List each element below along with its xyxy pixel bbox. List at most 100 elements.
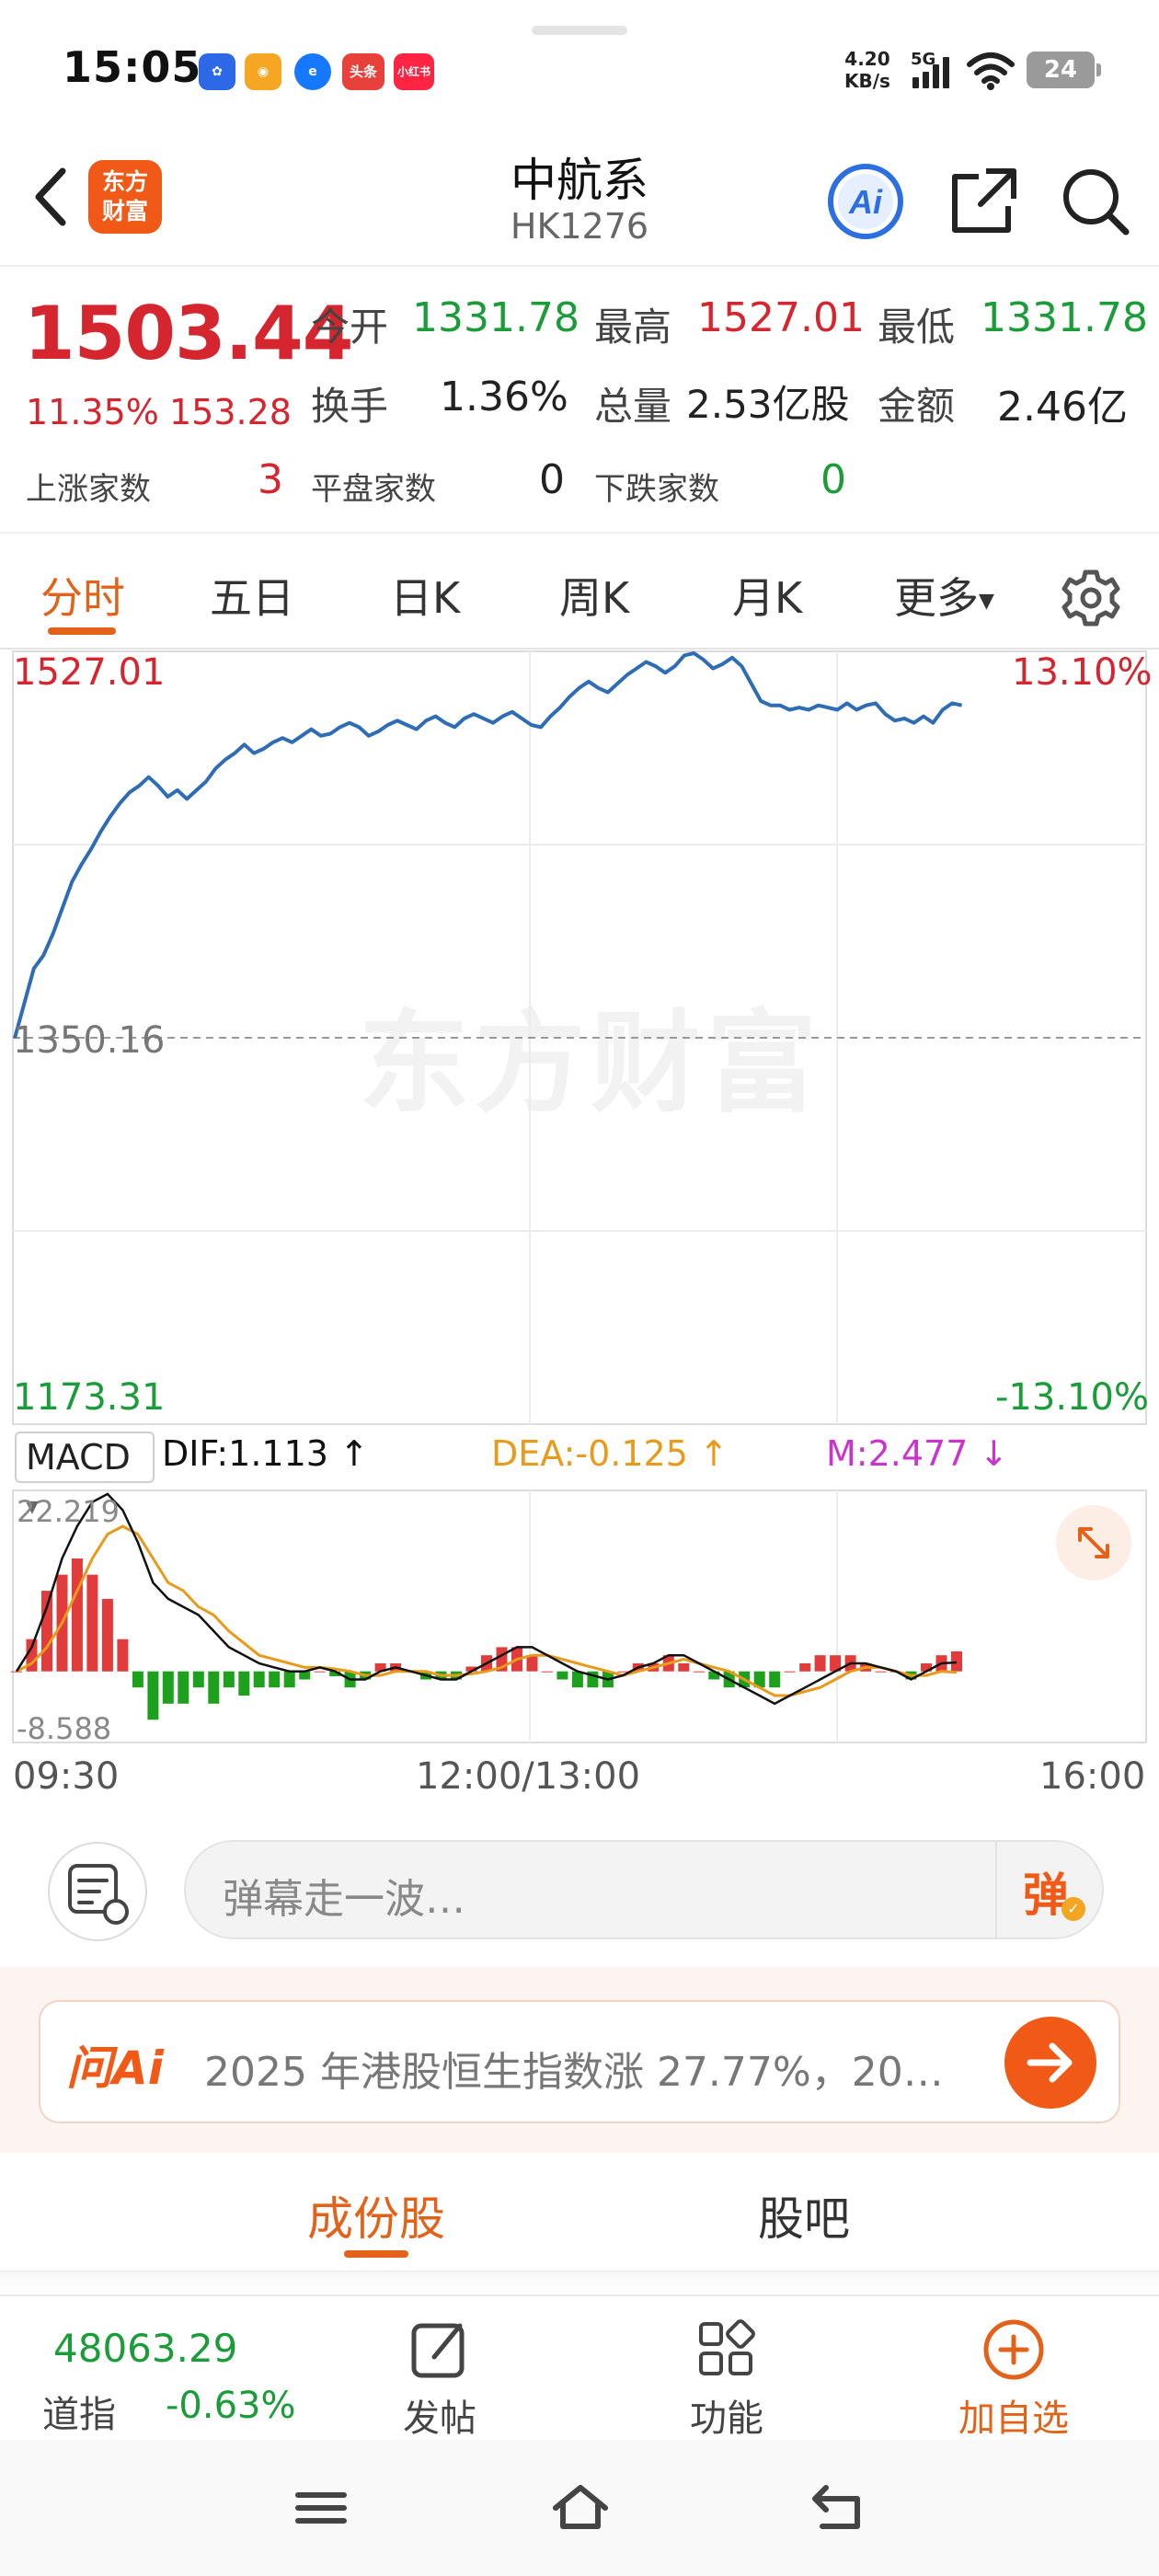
ai-go-button[interactable] [1004, 2017, 1096, 2109]
tab-active-indicator [48, 627, 116, 635]
macd-bar [571, 1671, 583, 1688]
up-count-label: 上涨家数 [26, 471, 151, 508]
drag-handle [532, 26, 627, 35]
danmu-list-button[interactable] [48, 1842, 147, 1941]
battery-icon: 24 [1027, 52, 1101, 88]
danmu-input[interactable] [184, 1840, 1104, 1939]
macd-bar [830, 1655, 842, 1672]
xiaohongshu-icon: 小红书 [394, 53, 434, 90]
expand-icon [1078, 1527, 1109, 1558]
macd-bar [329, 1671, 341, 1676]
pct-axis-min: -13.10% [995, 1376, 1149, 1419]
indicator-select[interactable]: MACD ▼ [15, 1432, 155, 1517]
expand-chart-button[interactable] [1056, 1505, 1131, 1581]
arrow-right-icon [1027, 2042, 1073, 2083]
ai-assistant-button[interactable]: Ai [824, 160, 907, 243]
index-value: 48063.29 [53, 2326, 238, 2371]
tab-constituents[interactable]: 成份股 [307, 2192, 445, 2246]
content-tabs: 成份股 股吧 [0, 2153, 1159, 2272]
stock-name: 中航系 [511, 154, 648, 207]
flat-count-label: 平盘家数 [311, 471, 436, 508]
brand-logo[interactable]: 东方 财富 [88, 160, 162, 234]
edit-icon [411, 2323, 465, 2378]
brand-logo-line2: 财富 [101, 198, 148, 224]
macd-bar [314, 1671, 326, 1673]
price-axis-max: 1527.01 [13, 651, 166, 694]
danmu-bar: 弹幕走一波… 弹 ✓ [0, 1809, 1159, 1967]
ai-banner-area: 问Ai 2025 年港股恒生指数涨 27.77%，20… [0, 1967, 1159, 2153]
network-type: 5G [911, 50, 936, 69]
tab-intraday[interactable]: 分时 [40, 573, 125, 623]
tab-monthly-k[interactable]: 月K [732, 573, 803, 623]
macd-bar [617, 1671, 629, 1673]
quote-panel: 1503.44 11.35% 153.28 今开 1331.78 最高 1527… [0, 267, 1159, 534]
dea-series-line [16, 1524, 958, 1697]
tab-weekly-k[interactable]: 周K [559, 573, 630, 623]
price-axis-min: 1173.31 [13, 1376, 166, 1419]
tab-daily-k[interactable]: 日K [390, 573, 461, 623]
macd-bar [784, 1671, 796, 1673]
volume-value: 2.53亿股 [686, 382, 850, 427]
stock-code: HK1276 [510, 206, 649, 247]
share-icon[interactable] [942, 160, 1025, 243]
menu-icon[interactable] [289, 2480, 353, 2536]
flat-count-value: 0 [539, 456, 565, 503]
macd-chart-frame [12, 1489, 1147, 1743]
current-price: 1503.44 [24, 291, 353, 376]
time-axis-start: 09:30 [13, 1755, 120, 1798]
macd-bar [192, 1671, 204, 1688]
watermark: 东方财富 [359, 1000, 822, 1128]
gear-icon[interactable] [1060, 567, 1122, 629]
index-change: -0.63% [166, 2385, 296, 2427]
tab-five-day[interactable]: 五日 [210, 573, 294, 623]
brand-logo-line1: 东方 [101, 168, 148, 195]
check-icon: ✓ [1061, 1897, 1085, 1921]
macd-bar [769, 1671, 781, 1688]
volume-label: 总量 [594, 384, 672, 429]
tab-more[interactable]: 更多▼ [894, 565, 994, 626]
tab-forum[interactable]: 股吧 [758, 2192, 850, 2246]
home-icon[interactable] [548, 2480, 613, 2536]
macd-bar [117, 1639, 129, 1672]
add-circle-icon [983, 2319, 1044, 2380]
price-series-line [13, 651, 963, 1039]
high-value: 1527.01 [697, 294, 865, 341]
search-icon[interactable] [1054, 160, 1137, 243]
macd-bar [951, 1651, 962, 1672]
system-nav-bar [0, 2440, 1159, 2576]
macd-bar [753, 1671, 765, 1688]
macd-bar [132, 1671, 143, 1688]
macd-axis-max: 22.219 [17, 1494, 120, 1529]
add-watchlist-label: 加自选 [958, 2398, 1069, 2440]
macd-bar [541, 1671, 553, 1673]
post-label: 发帖 [403, 2398, 476, 2440]
up-count-value: 3 [258, 456, 283, 503]
browser-icon: e [294, 53, 331, 90]
macd-bar [693, 1671, 705, 1673]
network-speed-unit: KB/s [844, 70, 890, 92]
macd-bar [269, 1671, 281, 1688]
back-nav-icon[interactable] [806, 2480, 870, 2536]
macd-bar [41, 1591, 52, 1672]
index-name: 道指 [42, 2394, 116, 2436]
chart-canvas [11, 650, 1147, 1743]
macd-bar [814, 1655, 826, 1672]
macd-bar [557, 1671, 568, 1680]
amount-label: 金额 [878, 384, 956, 429]
macd-bar [374, 1663, 386, 1672]
back-button[interactable] [22, 162, 77, 232]
functions-label: 功能 [690, 2398, 763, 2440]
wifi-icon [967, 52, 1015, 90]
amount-value: 2.46亿 [997, 384, 1128, 431]
indicator-select-label: MACD [26, 1437, 131, 1478]
toutiao-icon: 头条 [342, 53, 384, 90]
bottom-toolbar: 48063.29 道指 -0.63% 发帖 功能 加自选 [0, 2294, 1159, 2440]
macd-bar [162, 1671, 174, 1704]
baidu-icon: ✿ [199, 53, 235, 90]
macd-bar [799, 1663, 811, 1672]
macd-bar [86, 1574, 98, 1672]
chevron-down-icon: ▼ [26, 1497, 39, 1517]
ai-banner[interactable]: 问Ai 2025 年港股恒生指数涨 27.77%，20… [39, 2000, 1120, 2123]
tab-more-label: 更多 [894, 573, 979, 623]
danmu-send-button[interactable]: 弹 ✓ [995, 1842, 1104, 1938]
